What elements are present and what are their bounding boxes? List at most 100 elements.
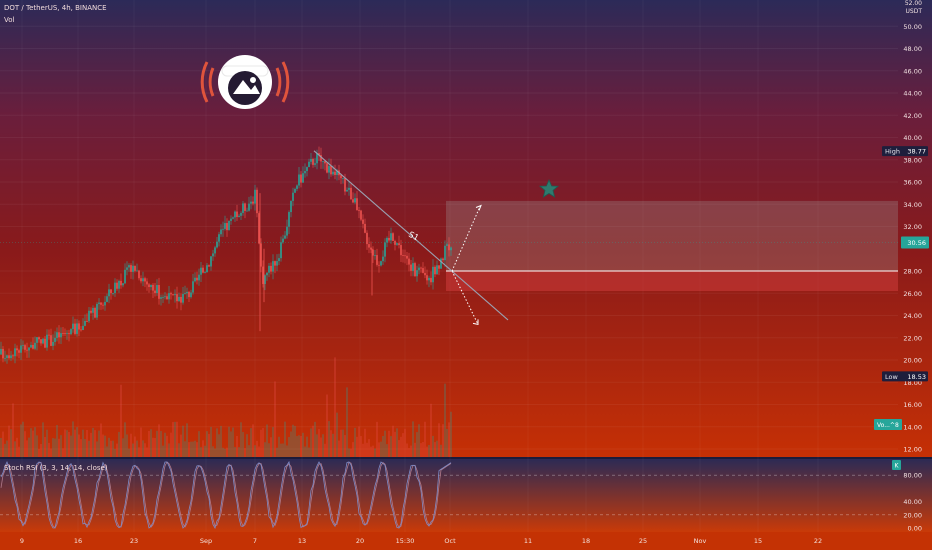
volume-bar [370, 446, 372, 457]
target-zone [446, 200, 898, 271]
candle [424, 272, 426, 276]
candle [282, 238, 284, 243]
candle [356, 198, 358, 211]
volume-bar [22, 421, 24, 457]
trade-zones[interactable] [0, 200, 898, 292]
volume-bar [344, 435, 346, 457]
grid [0, 25, 898, 450]
volume-bar [384, 430, 386, 457]
low-tag [882, 371, 928, 382]
candle [216, 241, 218, 248]
volume-bar [392, 425, 394, 457]
stop-zone [446, 271, 898, 292]
candle [394, 240, 396, 245]
volume-bar [60, 435, 62, 457]
stoch-k-line [0, 460, 452, 530]
candle [384, 242, 386, 257]
candle [6, 355, 8, 359]
candle [100, 302, 102, 305]
last-price-value: 30.56 [907, 239, 926, 247]
volume-bar [258, 446, 260, 457]
candle [278, 258, 280, 262]
candle [324, 161, 326, 164]
price-tick: 52.00 [905, 0, 922, 7]
volume-bar [0, 437, 2, 457]
volume-bar [70, 435, 72, 457]
volume-bar [376, 421, 378, 457]
volume-bar [320, 437, 322, 457]
volume-bar [214, 448, 216, 457]
volume-bar [348, 448, 350, 457]
candle [44, 338, 46, 348]
stoch-rsi-lines: 80.00 40.00 20.00 0.00 K [0, 460, 922, 533]
candle [110, 289, 112, 294]
time-tick: Nov [694, 537, 707, 545]
currency-label: USDT [906, 8, 923, 15]
time-tick: Oct [444, 537, 456, 545]
volume-bar [222, 447, 224, 457]
volume-bar [436, 440, 438, 457]
volume-bar [420, 443, 422, 457]
time-axis[interactable]: 9 16 23 Sep 7 13 20 15:30 Oct 11 18 25 Nov 15 22 [20, 537, 822, 545]
candle [78, 323, 80, 330]
volume-bar [346, 387, 348, 457]
volume-bar [114, 448, 116, 457]
candle [366, 232, 368, 245]
volume-bar [88, 440, 90, 457]
candle [94, 308, 96, 318]
volume-indicator-label[interactable]: Vol [4, 16, 15, 24]
time-tick: Sep [200, 537, 212, 545]
candle [328, 166, 330, 173]
time-tick: 20 [356, 537, 364, 545]
symbol-title[interactable]: DOT / TetherUS, 4h, BINANCE [4, 4, 107, 12]
volume-bar [254, 445, 256, 457]
volume-bar [432, 435, 434, 457]
volume-bar [152, 437, 154, 457]
bearish-projection [451, 270, 479, 325]
volume-bar [28, 437, 30, 457]
candle [174, 294, 176, 296]
candle [104, 301, 106, 306]
candle [212, 253, 214, 257]
volume-bar [226, 447, 228, 457]
candle [254, 189, 256, 204]
volume-bar [66, 430, 68, 457]
volume-bar [232, 427, 234, 457]
stoch-tick: 40.00 [903, 498, 922, 506]
volume-bar [242, 431, 244, 457]
candle [12, 355, 14, 357]
candle [258, 213, 260, 244]
volume-bar [134, 436, 136, 457]
low-tag-value: 18.53 [907, 373, 926, 381]
volume-bar [398, 440, 400, 457]
volume-bar [112, 440, 114, 457]
candle [168, 293, 170, 300]
candle [58, 332, 60, 338]
candle [80, 329, 82, 331]
volume-bar [84, 439, 86, 457]
volume-bar [430, 403, 432, 457]
candle [130, 265, 132, 272]
stoch-rsi-title[interactable]: Stoch RSI (3, 3, 14, 14, close) [4, 464, 108, 472]
candle [114, 282, 116, 294]
candle [146, 281, 148, 285]
volume-bar [144, 443, 146, 457]
volume-bar [92, 427, 94, 457]
price-tick: 38.00 [903, 156, 922, 164]
candle [274, 261, 276, 266]
volume-bar [294, 425, 296, 457]
candle [242, 203, 244, 213]
candle [438, 265, 440, 269]
astronaut-logo [200, 55, 290, 109]
candle [2, 348, 4, 359]
candle [364, 223, 366, 233]
drawings[interactable]: S1 [313, 150, 509, 326]
stoch-pane-background [0, 458, 932, 532]
volume-bar [106, 446, 108, 457]
volume-bar [238, 447, 240, 457]
candle [116, 282, 118, 289]
volume-bar [438, 423, 440, 457]
candle [140, 278, 142, 282]
